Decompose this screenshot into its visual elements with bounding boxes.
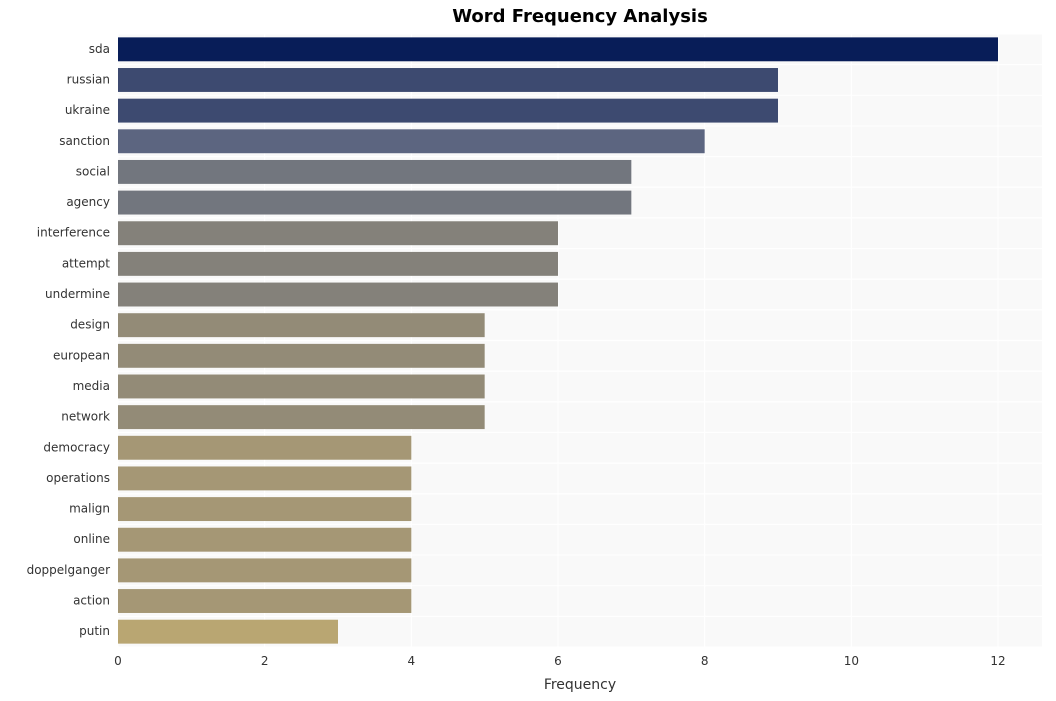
chart-title: Word Frequency Analysis <box>452 6 708 27</box>
bar <box>118 191 631 215</box>
ytick-label: attempt <box>62 256 110 270</box>
bar <box>118 37 998 61</box>
ytick-label: interference <box>37 226 110 240</box>
ytick-label: sda <box>89 42 110 56</box>
bar <box>118 558 411 582</box>
bar <box>118 283 558 307</box>
bar <box>118 344 485 368</box>
bar <box>118 221 558 245</box>
ytick-label: action <box>73 594 110 608</box>
ytick-label: doppelganger <box>27 563 110 577</box>
word-frequency-chart: sda russian ukraine sanction social agency int… <box>0 0 1056 701</box>
ytick-label: ukraine <box>65 103 110 117</box>
bar <box>118 99 778 123</box>
ytick-label: network <box>61 410 110 424</box>
bar <box>118 528 411 552</box>
xtick-label: 10 <box>844 654 859 668</box>
x-axis-label: Frequency <box>544 677 616 693</box>
ytick-label: malign <box>69 502 110 516</box>
xtick-label: 6 <box>554 654 562 668</box>
ytick-label: media <box>73 379 110 393</box>
ytick-label: undermine <box>45 287 110 301</box>
ytick-label: russian <box>67 72 110 86</box>
bar <box>118 620 338 644</box>
bar <box>118 252 558 276</box>
ytick-label: agency <box>66 195 110 209</box>
chart-container: sda russian ukraine sanction social agency int… <box>0 0 1056 701</box>
bar <box>118 405 485 429</box>
ytick-label: social <box>76 164 110 178</box>
bar <box>118 68 778 92</box>
ytick-label: design <box>70 318 110 332</box>
ytick-label: european <box>53 348 110 362</box>
ytick-label: putin <box>79 624 110 638</box>
bar <box>118 589 411 613</box>
xtick-label: 2 <box>261 654 269 668</box>
xtick-label: 12 <box>990 654 1005 668</box>
ytick-label: democracy <box>43 440 110 454</box>
xtick-label: 8 <box>701 654 709 668</box>
bar <box>118 160 631 184</box>
bar <box>118 466 411 490</box>
ytick-label: operations <box>46 471 110 485</box>
bar <box>118 497 411 521</box>
ytick-label: sanction <box>59 134 110 148</box>
bar <box>118 313 485 337</box>
ytick-label: online <box>73 532 110 546</box>
xtick-label: 0 <box>114 654 122 668</box>
bar <box>118 375 485 399</box>
bar <box>118 129 705 153</box>
xtick-label: 4 <box>408 654 416 668</box>
bar <box>118 436 411 460</box>
